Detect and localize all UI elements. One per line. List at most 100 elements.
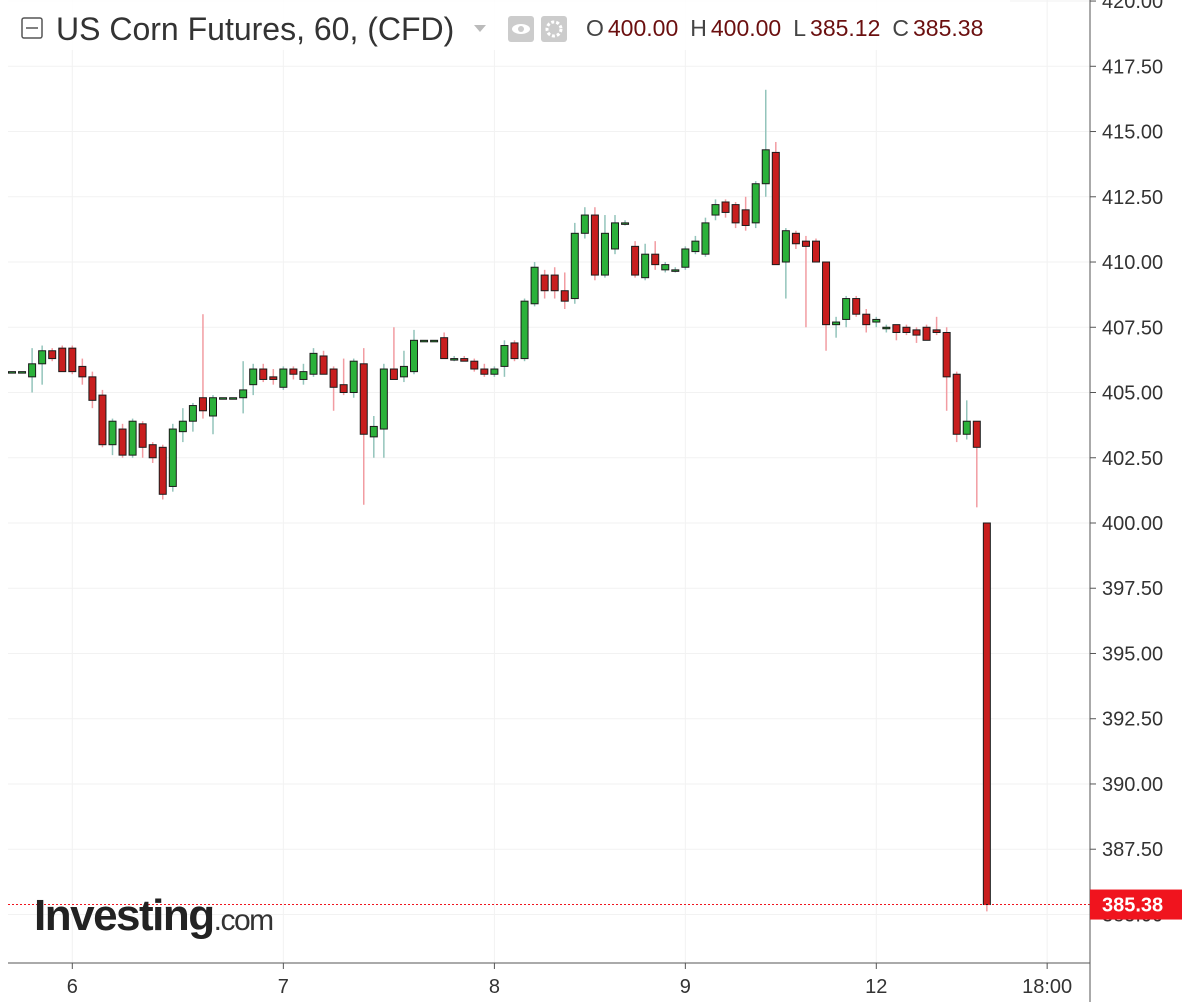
y-tick-label: 387.50 (1102, 839, 1163, 861)
candle-body (379, 368, 388, 430)
candle-body (490, 368, 499, 375)
candle-body (922, 326, 931, 341)
last-price-badge (1090, 889, 1182, 920)
candle-body (621, 222, 630, 225)
candle-body (229, 397, 238, 400)
candle-body (299, 371, 308, 380)
candle-body (148, 444, 157, 459)
candle-body (339, 384, 348, 394)
candle-body (138, 423, 147, 448)
y-tick-label: 390.00 (1102, 774, 1163, 796)
candle-body (460, 358, 469, 362)
ohlc-key: H (690, 15, 707, 41)
dropdown-icon[interactable] (474, 25, 486, 32)
candle-body (862, 313, 871, 326)
candle-body (791, 232, 800, 245)
x-tick-label: 18:00 (1022, 976, 1072, 998)
x-tick-label: 9 (680, 976, 691, 998)
y-tick-label: 415.00 (1102, 122, 1163, 144)
y-tick-label: 400.00 (1102, 513, 1163, 535)
y-tick-label: 392.50 (1102, 709, 1163, 731)
candle-body (369, 425, 378, 438)
candle-body (600, 232, 609, 276)
candle-body (641, 253, 650, 279)
candle-body (550, 274, 559, 292)
candles (8, 89, 1090, 912)
x-tick-label: 8 (489, 976, 500, 998)
collapse-icon[interactable] (21, 17, 43, 39)
y-tick-label: 407.50 (1102, 317, 1163, 339)
chart-title: US Corn Futures, 60, (CFD) (56, 11, 454, 47)
y-tick-label: 420.00 (1102, 0, 1163, 13)
y-tick-label: 412.50 (1102, 187, 1163, 209)
candle-body (168, 428, 177, 487)
ohlc-value: 400.00 (608, 15, 678, 41)
candle-body (28, 363, 37, 378)
candle-body (128, 420, 137, 456)
y-tick-label: 397.50 (1102, 578, 1163, 600)
watermark-suffix: .com (214, 904, 274, 937)
header-bg (0, 0, 1010, 50)
ohlc-value: 385.12 (810, 15, 880, 41)
candle-body (882, 326, 891, 330)
candle-body (972, 420, 981, 448)
candle-body (761, 149, 770, 185)
grid (8, 0, 1090, 963)
candle-body (359, 363, 368, 435)
watermark: Investing.com (34, 891, 273, 940)
x-tick-label: 7 (278, 976, 289, 998)
candle-body (812, 240, 820, 263)
candle-body (78, 365, 87, 378)
candle-body (540, 274, 549, 292)
candle-body (560, 290, 569, 302)
y-tick-label: 405.00 (1102, 383, 1163, 405)
candle-body (289, 368, 298, 375)
candle-body (48, 350, 57, 360)
candle-body (711, 204, 720, 216)
ohlc-value: 400.00 (711, 15, 781, 41)
candle-body (701, 222, 710, 255)
candle-body (932, 329, 941, 333)
y-tick-label: 410.00 (1102, 252, 1163, 274)
candle-body (450, 358, 459, 361)
candle-body (580, 214, 589, 234)
candle-body (410, 339, 418, 373)
candle-body (530, 266, 539, 305)
y-tick-label: 402.50 (1102, 448, 1163, 470)
candle-body (98, 394, 107, 446)
candle-body (942, 331, 951, 378)
candle-body (349, 360, 358, 394)
candle-body (420, 339, 429, 343)
candle-body (691, 240, 700, 253)
eye-icon-pupil (518, 26, 524, 32)
candle-body (872, 318, 881, 323)
axes: 385.00387.50390.00392.50395.00397.50400.… (67, 0, 1182, 998)
candle-body (198, 397, 207, 412)
candle-body (118, 428, 127, 456)
candle-body (721, 201, 730, 213)
candle-body (88, 376, 97, 401)
candle-body (158, 446, 167, 495)
candle-body (440, 337, 449, 360)
candle-body (319, 355, 328, 375)
candle-body (520, 300, 529, 360)
last-price-label: 385.38 (1102, 895, 1163, 917)
candle-body (781, 230, 790, 263)
ohlc-key: C (892, 15, 909, 41)
ohlc-value: 385.38 (913, 15, 983, 41)
candle-body (952, 373, 961, 435)
candle-body (681, 248, 690, 268)
candle-body (480, 368, 489, 375)
watermark-brand: Investing (34, 891, 214, 940)
settings-icon[interactable] (541, 16, 567, 42)
candle-body (38, 350, 47, 365)
candle-body (962, 420, 971, 435)
candle-body (8, 371, 16, 374)
candle-body (510, 342, 519, 360)
y-tick-label: 417.50 (1102, 56, 1163, 78)
candle-body (892, 324, 901, 333)
candle-body (822, 261, 831, 326)
candle-body (982, 522, 991, 906)
candle-body (842, 298, 851, 320)
